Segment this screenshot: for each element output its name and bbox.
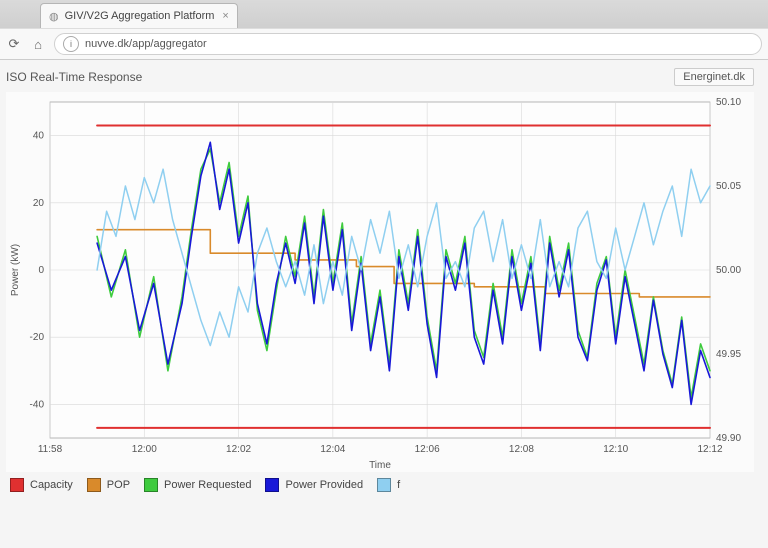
legend-label: f	[397, 479, 400, 491]
browser-tab[interactable]: ◍ GIV/V2G Aggregation Platform ×	[40, 3, 238, 28]
reload-icon[interactable]: ⟳	[6, 36, 22, 52]
svg-text:50.10: 50.10	[716, 97, 741, 108]
svg-text:-20: -20	[30, 332, 45, 343]
svg-text:12:04: 12:04	[320, 444, 345, 455]
line-chart: 11:58 12:00 12:02 12:04 12:06 12:08 12:10 12:12…	[6, 92, 754, 472]
svg-text:50.05: 50.05	[716, 181, 741, 192]
legend-label: Power Requested	[164, 479, 251, 491]
legend: Capacity POP Power Requested Power Provided…	[0, 472, 760, 496]
svg-text:12:06: 12:06	[415, 444, 440, 455]
legend-swatch	[144, 478, 158, 492]
chart-container: 11:58 12:00 12:02 12:04 12:06 12:08 12:10 12:12…	[6, 92, 754, 472]
svg-text:49.95: 49.95	[716, 349, 741, 360]
tab-title: GIV/V2G Aggregation Platform	[65, 10, 215, 22]
legend-label: Power Provided	[285, 479, 363, 491]
svg-text:Time: Time	[369, 460, 391, 471]
home-icon[interactable]: ⌂	[30, 37, 46, 52]
url-field[interactable]: i nuvve.dk/app/aggregator	[54, 33, 762, 55]
legend-item[interactable]: Power Provided	[265, 478, 363, 492]
svg-text:-40: -40	[30, 399, 45, 410]
browser-window: ◍ GIV/V2G Aggregation Platform × ⟳ ⌂ i n…	[0, 0, 768, 548]
svg-text:49.90: 49.90	[716, 433, 741, 444]
source-button[interactable]: Energinet.dk	[674, 68, 754, 86]
page-content: ISO Real-Time Response Energinet.dk 11:5…	[0, 60, 768, 548]
legend-item[interactable]: Capacity	[10, 478, 73, 492]
svg-text:40: 40	[33, 131, 45, 142]
legend-swatch	[10, 478, 24, 492]
globe-icon: ◍	[49, 10, 59, 23]
url-text: nuvve.dk/app/aggregator	[85, 38, 207, 50]
svg-text:0: 0	[38, 265, 44, 276]
legend-item[interactable]: Power Requested	[144, 478, 251, 492]
address-bar: ⟳ ⌂ i nuvve.dk/app/aggregator	[0, 28, 768, 60]
legend-item[interactable]: f	[377, 478, 400, 492]
svg-text:12:10: 12:10	[603, 444, 628, 455]
close-icon[interactable]: ×	[222, 10, 228, 22]
svg-text:12:12: 12:12	[697, 444, 722, 455]
legend-label: POP	[107, 479, 130, 491]
svg-text:11:58: 11:58	[38, 444, 63, 455]
legend-swatch	[265, 478, 279, 492]
info-icon: i	[63, 36, 79, 52]
svg-text:12:08: 12:08	[509, 444, 534, 455]
legend-item[interactable]: POP	[87, 478, 130, 492]
svg-text:50.00: 50.00	[716, 265, 741, 276]
svg-text:Power (kW): Power (kW)	[10, 244, 21, 296]
svg-text:12:02: 12:02	[226, 444, 251, 455]
legend-swatch	[377, 478, 391, 492]
tab-bar: ◍ GIV/V2G Aggregation Platform ×	[0, 0, 768, 28]
legend-swatch	[87, 478, 101, 492]
page-title: ISO Real-Time Response	[6, 70, 142, 84]
legend-label: Capacity	[30, 479, 73, 491]
svg-text:20: 20	[33, 198, 45, 209]
svg-text:12:00: 12:00	[132, 444, 157, 455]
